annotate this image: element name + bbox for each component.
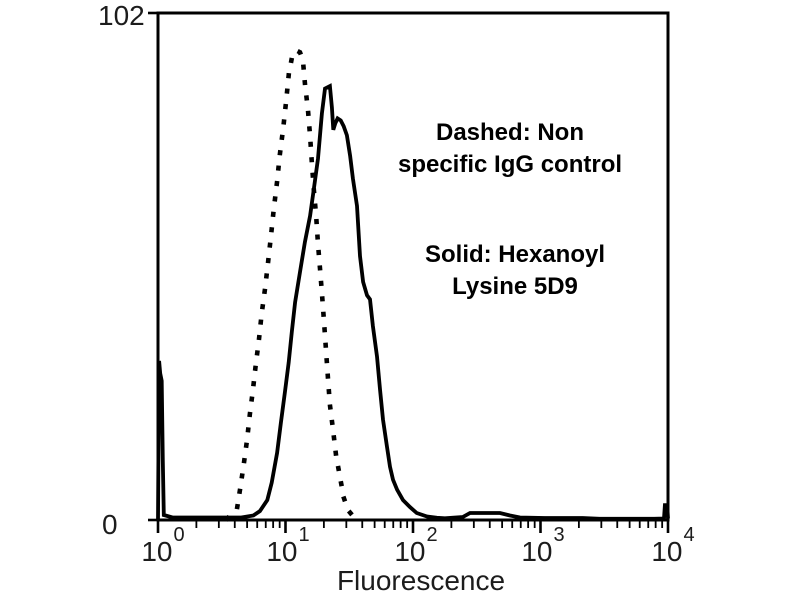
x-axis-title: Fluorescence [336,565,506,596]
legend-annotation-dashed: Dashed: Non specific IgG control [398,117,622,181]
x-tick-exponent: 3 [553,523,565,546]
x-tick-label-10e0: 100 [141,525,184,567]
x-tick-base: 10 [521,536,553,567]
x-tick-base: 10 [651,536,683,567]
x-tick-label-10e3: 103 [521,525,564,567]
x-tick-exponent: 0 [173,523,185,546]
legend-annotation-dashed-line2: specific IgG control [397,151,623,178]
x-tick-label-10e1: 101 [266,525,309,567]
x-tick-exponent: 4 [683,523,695,546]
x-tick-exponent: 2 [426,523,438,546]
y-axis-max-label: 102 [98,0,145,31]
legend-annotation-dashed-line1: Dashed: Non [435,119,585,146]
x-tick-base: 10 [141,536,173,567]
legend-annotation-solid-line2: Lysine 5D9 [452,273,578,300]
legend-annotation-solid-line1: Solid: Hexanoyl [424,241,606,268]
y-axis-min-label: 0 [102,509,118,540]
x-tick-base: 10 [266,536,298,567]
x-tick-label-10e2: 102 [394,525,437,567]
x-tick-exponent: 1 [298,523,310,546]
x-tick-label-10e4: 104 [651,525,694,567]
x-tick-base: 10 [394,536,426,567]
legend-annotation-solid: Solid: Hexanoyl Lysine 5D9 [425,239,605,303]
